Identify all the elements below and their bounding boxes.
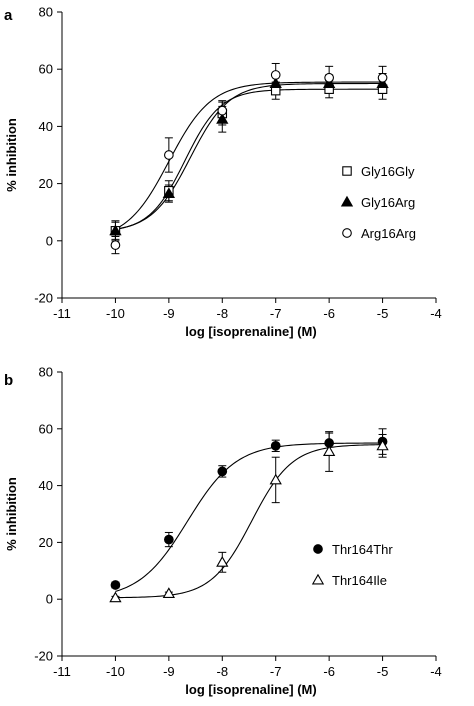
data-point: [376, 77, 389, 88]
fit-curve: [115, 442, 383, 592]
data-point: [324, 72, 334, 83]
fit-curve: [115, 444, 383, 599]
x-tick-label: -9: [163, 306, 175, 321]
y-tick-label: 40: [39, 119, 53, 134]
panel-b: b -20 0 20 40 60 80 -11 -10 -9 -8 -7 -6 -5 -4 log [isop…: [4, 365, 442, 698]
fit-curve: [115, 81, 383, 230]
fit-curve: [115, 88, 383, 230]
y-tick-label: 20: [39, 176, 53, 191]
data-point: [322, 77, 336, 88]
x-tick-label: -5: [377, 306, 389, 321]
y-axis-title: % inhibition: [4, 118, 19, 192]
x-tick-label: -11: [53, 306, 71, 321]
legend-label: Thr164Ile: [332, 573, 387, 588]
data-point: [270, 70, 281, 80]
x-tick-label: -8: [217, 306, 229, 321]
data-point: [110, 580, 121, 590]
data-point: [109, 224, 122, 236]
x-tick-label: -11: [53, 664, 71, 679]
data-point: [217, 466, 228, 477]
fit-curve: [115, 82, 383, 230]
x-tick-label: -7: [270, 664, 282, 679]
x-tick-label: -10: [106, 664, 125, 679]
x-axis-title: log [isoprenaline] (M): [185, 682, 316, 697]
data-point: [216, 112, 229, 124]
data-point: [377, 72, 388, 83]
x-tick-label: -6: [323, 664, 335, 679]
data-point: [217, 105, 228, 116]
data-point: [110, 240, 121, 250]
panel-a: a -20 0 20 40 60 80 -11 -10 -9 -8 -7 -6 -5 -4 log [isop…: [4, 5, 442, 340]
y-tick-label: 20: [39, 535, 53, 550]
y-tick-label: -20: [34, 649, 53, 664]
data-point: [162, 587, 176, 598]
legend-marker: [342, 228, 352, 238]
data-point: [164, 534, 174, 545]
x-tick-label: -9: [163, 664, 175, 679]
legend-marker: [342, 166, 352, 176]
data-point: [376, 439, 389, 451]
legend-marker: [313, 544, 323, 554]
legend-label: Gly16Gly: [361, 164, 415, 179]
data-point: [322, 445, 336, 456]
legend-marker: [311, 573, 325, 585]
x-tick-label: -8: [217, 664, 229, 679]
x-tick-label: -4: [430, 664, 442, 679]
legend-label: Gly16Arg: [361, 195, 415, 210]
data-point: [269, 473, 282, 485]
y-tick-label: 0: [46, 233, 53, 248]
data-point: [162, 187, 176, 199]
panel-letter: b: [4, 372, 13, 389]
y-tick-label: 80: [39, 5, 53, 20]
y-tick-label: 40: [39, 478, 53, 493]
x-axis-title: log [isoprenaline] (M): [185, 324, 316, 339]
data-point: [164, 150, 174, 160]
legend-marker: [340, 195, 354, 207]
x-tick-label: -10: [106, 306, 125, 321]
data-point: [109, 591, 122, 603]
y-tick-label: 60: [39, 421, 53, 436]
legend-label: Thr164Thr: [332, 542, 393, 557]
y-axis-title: % inhibition: [4, 477, 19, 551]
x-tick-label: -7: [270, 306, 282, 321]
x-tick-label: -6: [323, 306, 335, 321]
data-point: [269, 77, 282, 88]
x-tick-label: -5: [377, 664, 389, 679]
data-point: [216, 555, 229, 567]
legend-label: Arg16Arg: [361, 226, 416, 241]
y-tick-label: 0: [46, 592, 53, 607]
x-tick-label: -4: [430, 306, 442, 321]
y-tick-label: 60: [39, 62, 53, 77]
data-point: [270, 440, 281, 451]
y-tick-label: -20: [34, 291, 53, 306]
panel-letter: a: [4, 7, 13, 24]
y-tick-label: 80: [39, 365, 53, 380]
